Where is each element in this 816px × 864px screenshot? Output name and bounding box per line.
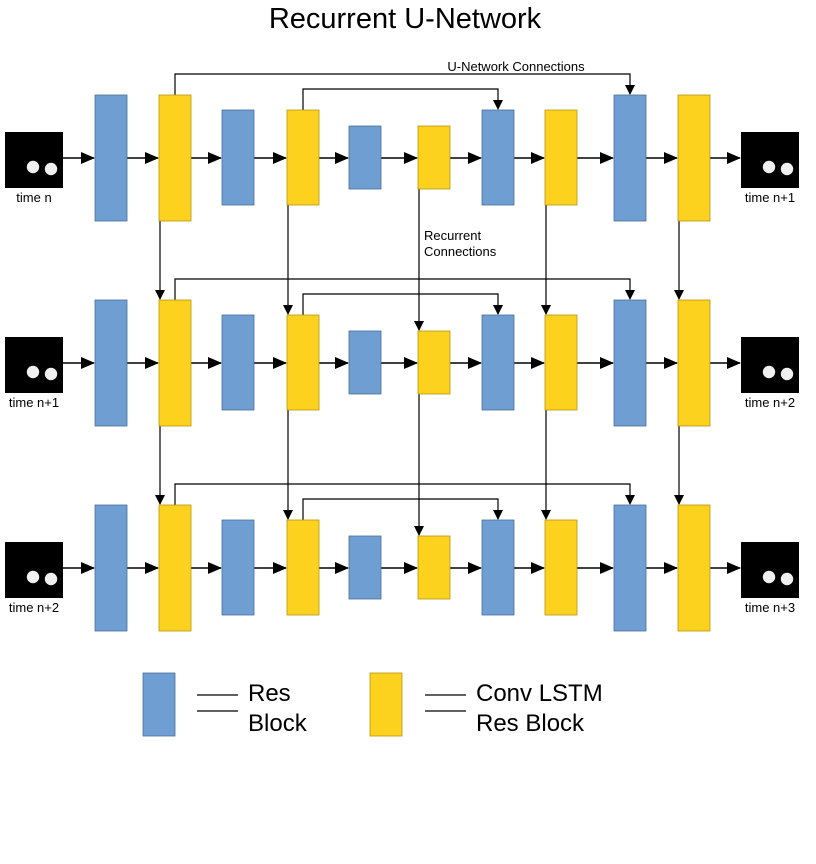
conv-lstm-res-block-row-2-col-10 [677,299,711,427]
frames-layer: time n time n+1 time n+1 time n+2 time n+2 ti… [5,132,799,615]
connections-layer [63,73,741,574]
unet-skip-connection-inner [302,88,503,110]
frame-ball [762,160,776,174]
unet-skip-connection-outer [174,278,635,300]
legend: Res Block Conv LSTM Res Block [142,672,603,737]
res-block-row-3-col-7 [481,519,515,616]
recurrent-connections-label-line1: Recurrent [424,228,481,243]
output-frame-row-1 [741,132,799,188]
frame-ball [44,367,58,381]
output-frame-row-2 [741,337,799,393]
res-block-row-2-col-1 [94,299,128,427]
conv-lstm-res-block-row-1-col-10 [677,94,711,222]
output-time-label-row-1: time n+1 [745,190,795,205]
res-block-row-1-col-9 [613,94,647,222]
conv-lstm-res-block-row-2-col-8 [544,314,578,411]
res-block-row-2-col-9 [613,299,647,427]
frame-ball [26,365,40,379]
conv-lstm-res-block-row-1-col-6 [417,125,451,190]
conv-lstm-res-block-row-3-col-2 [158,504,192,632]
frame-ball [44,572,58,586]
res-block-row-1-col-1 [94,94,128,222]
output-time-label-row-2: time n+2 [745,395,795,410]
input-time-label-row-1: time n [16,190,51,205]
legend-conv-lstm-swatch [369,672,403,737]
output-time-label-row-3: time n+3 [745,600,795,615]
conv-lstm-res-block-row-2-col-2 [158,299,192,427]
diagram-title: Recurrent U-Network [269,3,542,35]
legend-res-label-line1: Res [248,680,291,707]
recurrent-connections-label-line2: Connections [424,244,497,259]
unet-connections-label: U-Network Connections [447,59,585,74]
input-frame-row-3 [5,542,63,598]
conv-lstm-res-block-row-3-col-10 [677,504,711,632]
unet-skip-connection-inner [302,293,503,315]
frame-ball [26,570,40,584]
frame-ball [780,572,794,586]
input-time-label-row-2: time n+1 [9,395,59,410]
frame-ball [26,160,40,174]
unet-skip-connection-outer [174,483,635,505]
frame-ball [780,162,794,176]
conv-lstm-res-block-row-1-col-8 [544,109,578,206]
conv-lstm-res-block-row-2-col-4 [286,314,320,411]
conv-lstm-res-block-row-3-col-8 [544,519,578,616]
res-block-row-1-col-7 [481,109,515,206]
frame-ball [780,367,794,381]
res-block-row-3-col-9 [613,504,647,632]
res-block-row-3-col-3 [221,519,255,616]
output-frame-row-3 [741,542,799,598]
res-block-row-1-col-5 [348,125,382,190]
legend-lstm-label-line1: Conv LSTM [476,680,603,707]
input-frame-row-2 [5,337,63,393]
unet-skip-connection-outer [174,73,635,95]
res-block-row-2-col-7 [481,314,515,411]
input-frame-row-1 [5,132,63,188]
blocks-layer [94,94,711,632]
conv-lstm-res-block-row-3-col-6 [417,535,451,600]
conv-lstm-res-block-row-3-col-4 [286,519,320,616]
frame-ball [762,365,776,379]
conv-lstm-res-block-row-1-col-2 [158,94,192,222]
frame-ball [44,162,58,176]
res-block-row-3-col-1 [94,504,128,632]
legend-lstm-label-line2: Res Block [476,710,585,737]
frame-ball [762,570,776,584]
conv-lstm-res-block-row-1-col-4 [286,109,320,206]
conv-lstm-res-block-row-2-col-6 [417,330,451,395]
unet-skip-connection-inner [302,498,503,520]
input-time-label-row-3: time n+2 [9,600,59,615]
res-block-row-1-col-3 [221,109,255,206]
res-block-row-2-col-5 [348,330,382,395]
res-block-row-3-col-5 [348,535,382,600]
res-block-row-2-col-3 [221,314,255,411]
legend-res-label-line2: Block [248,710,308,737]
legend-res-block-swatch [142,672,176,737]
